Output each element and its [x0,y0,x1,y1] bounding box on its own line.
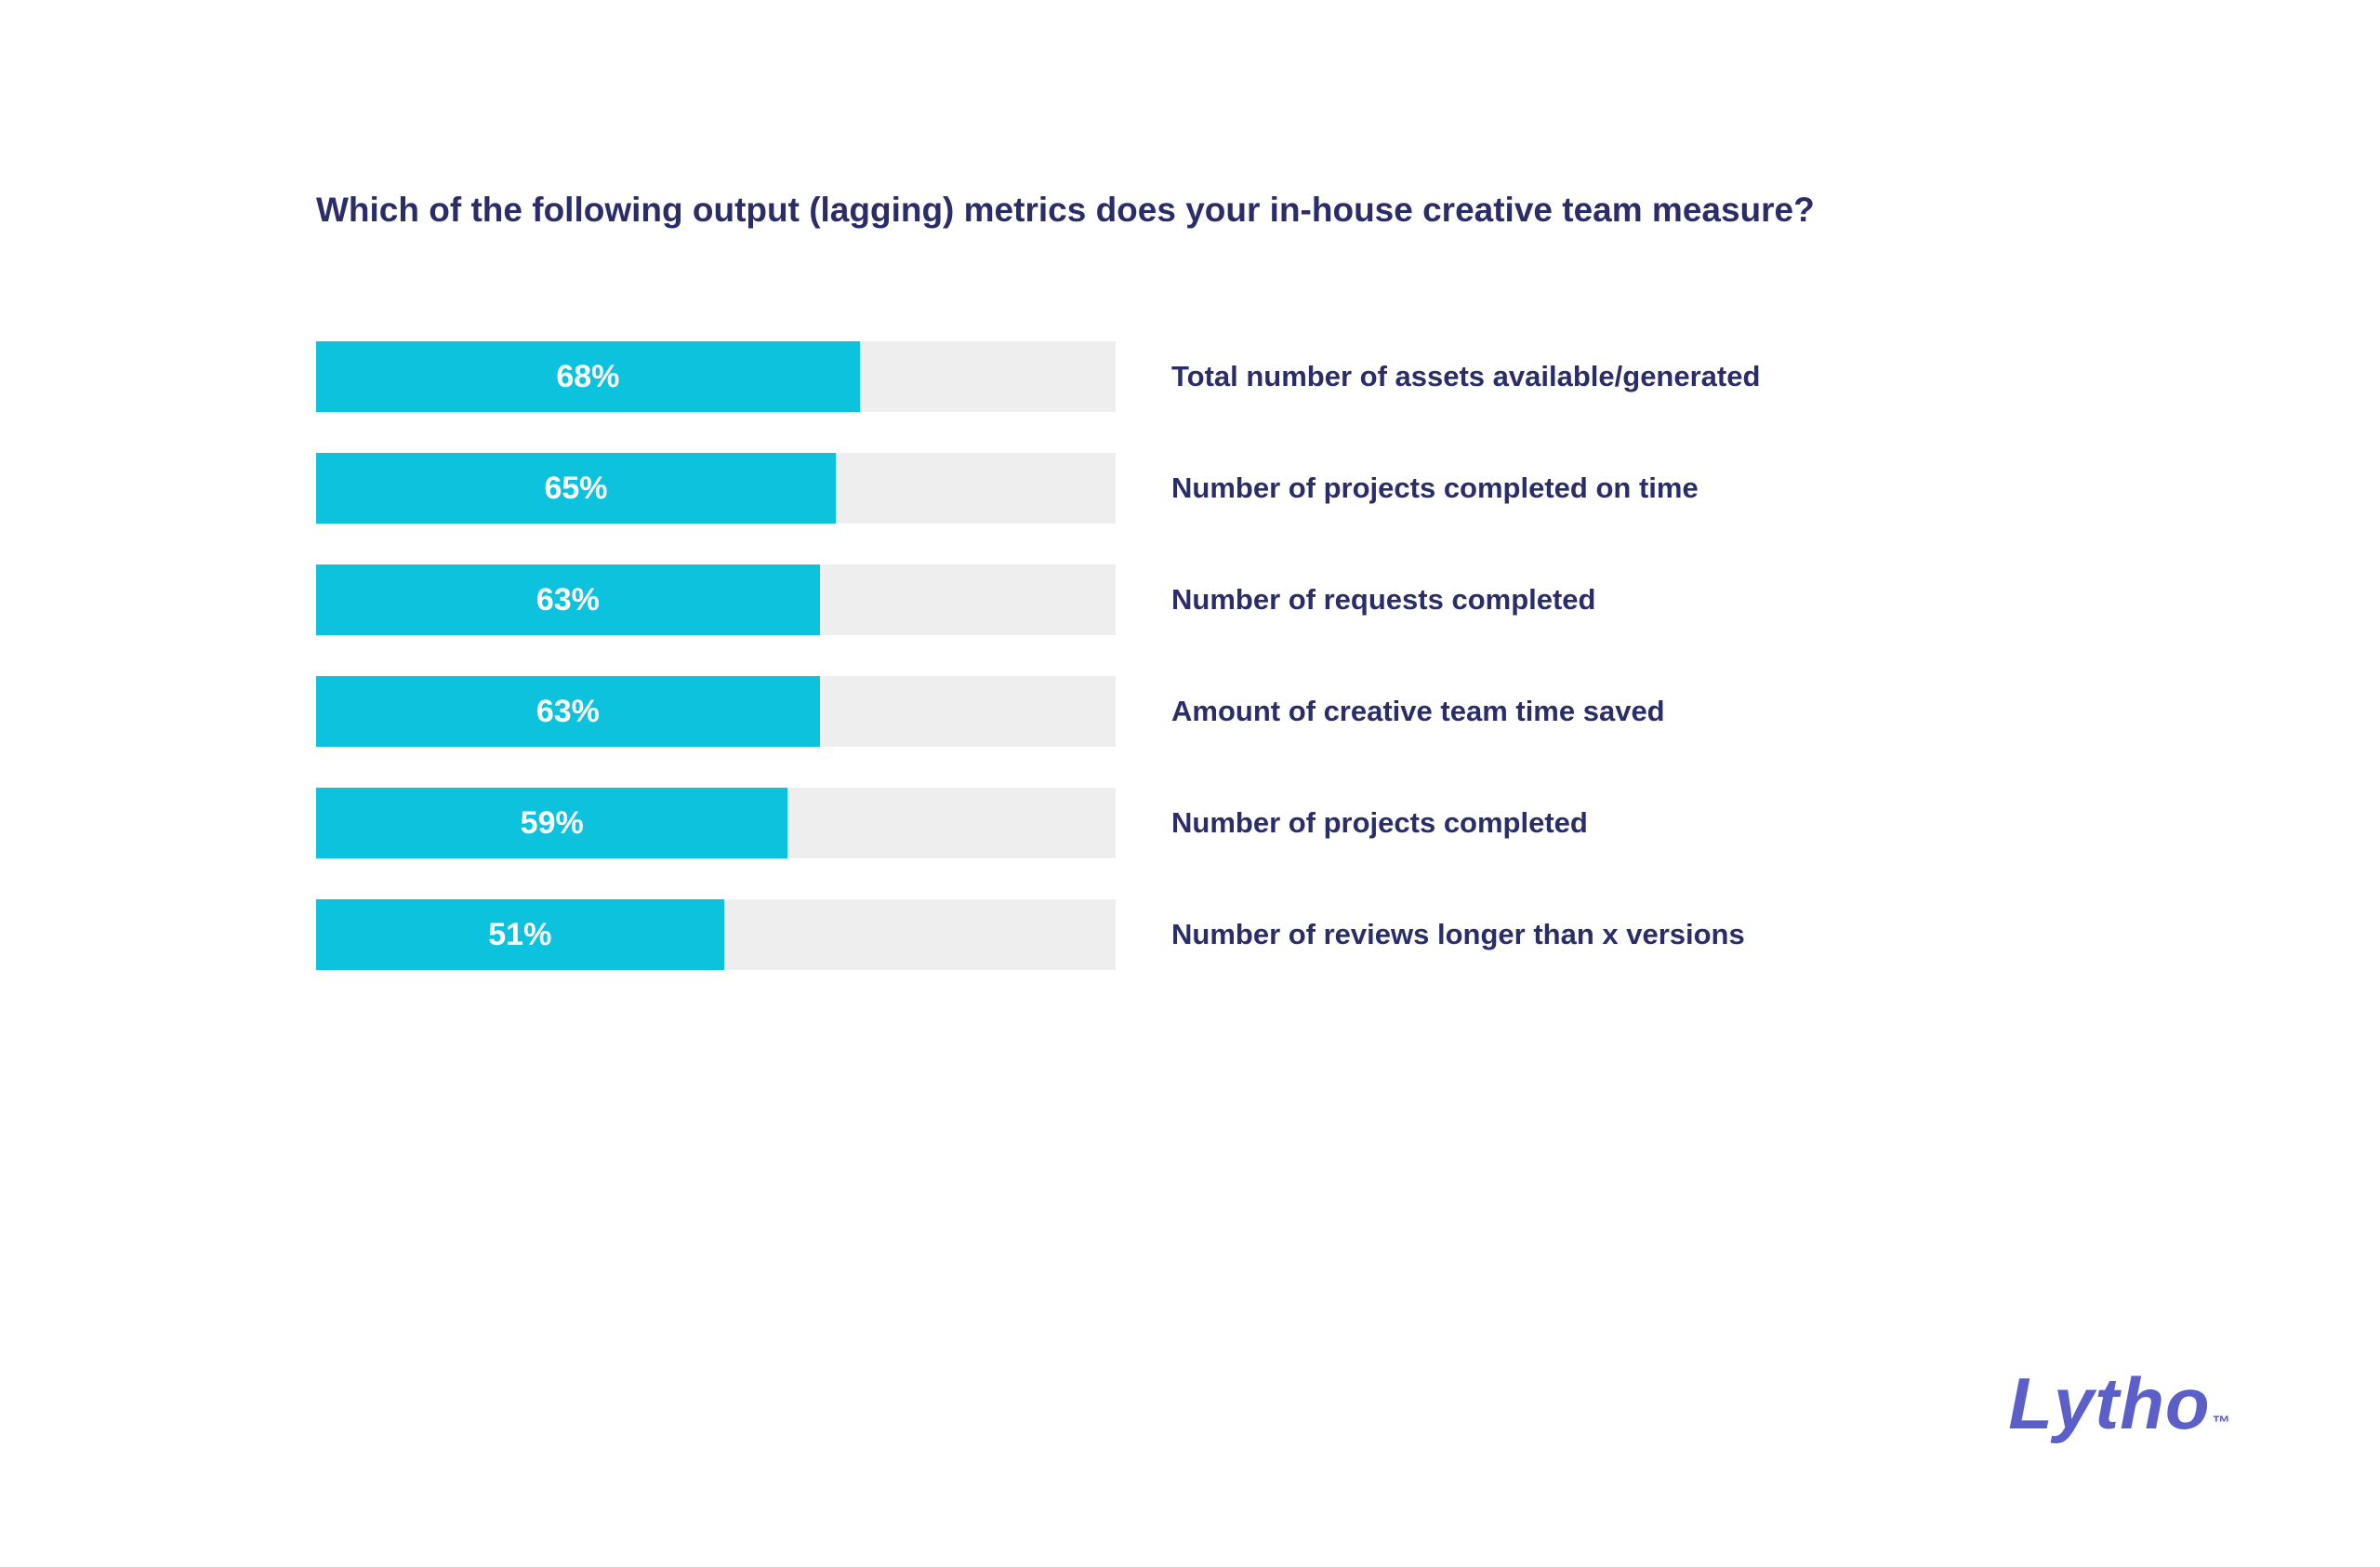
bar-row: 68% Total number of assets available/gene… [316,341,2064,412]
bar-label: Number of reviews longer than x versions [1171,918,1745,951]
bar-row: 63% Number of requests completed [316,564,2064,635]
bar-label: Amount of creative team time saved [1171,695,1665,728]
bar-value-label: 63% [536,694,600,730]
bar-label: Number of projects completed [1171,806,1588,840]
bar-value-label: 63% [536,582,600,618]
bar-label: Number of requests completed [1171,583,1595,617]
trademark-symbol: ™ [2213,1413,2232,1433]
bar-track: 65% [316,453,1116,524]
bar-row: 65% Number of projects completed on time [316,453,2064,524]
bar-label: Total number of assets available/generat… [1171,360,1760,393]
bar-fill: 68% [316,341,860,412]
bar-fill: 63% [316,564,820,635]
bar-fill: 51% [316,899,724,970]
bar-value-label: 59% [521,805,584,842]
bar-track: 63% [316,564,1116,635]
chart-title: Which of the following output (lagging) … [316,191,2064,230]
bar-row: 51% Number of reviews longer than x versi… [316,899,2064,970]
bar-row: 63% Amount of creative team time saved [316,676,2064,747]
logo-text: Lytho [2008,1362,2210,1444]
bar-track: 59% [316,788,1116,858]
bar-fill: 59% [316,788,787,858]
bar-rows: 68% Total number of assets available/gene… [316,341,2064,970]
bar-fill: 63% [316,676,820,747]
brand-logo: Lytho™ [2008,1361,2231,1446]
bar-value-label: 68% [556,359,619,395]
bar-fill: 65% [316,453,836,524]
bar-track: 51% [316,899,1116,970]
bar-track: 63% [316,676,1116,747]
chart-container: Which of the following output (lagging) … [316,191,2064,970]
bar-value-label: 65% [544,471,607,507]
bar-value-label: 51% [488,917,551,953]
bar-track: 68% [316,341,1116,412]
bar-label: Number of projects completed on time [1171,471,1699,505]
bar-row: 59% Number of projects completed [316,788,2064,858]
